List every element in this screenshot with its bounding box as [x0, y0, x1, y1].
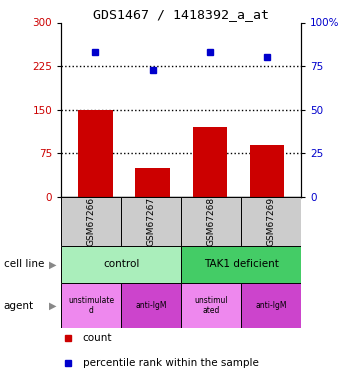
- Text: anti-IgM: anti-IgM: [255, 301, 287, 310]
- Bar: [241, 283, 301, 328]
- Text: TAK1 deficient: TAK1 deficient: [204, 260, 279, 269]
- Bar: [61, 197, 121, 246]
- Text: anti-IgM: anti-IgM: [135, 301, 167, 310]
- Bar: [241, 197, 301, 246]
- Text: ▶: ▶: [49, 260, 56, 269]
- Text: percentile rank within the sample: percentile rank within the sample: [83, 358, 259, 368]
- Bar: [181, 246, 301, 283]
- Text: GSM67266: GSM67266: [87, 196, 96, 246]
- Text: unstimulate
d: unstimulate d: [68, 296, 114, 315]
- Text: control: control: [103, 260, 139, 269]
- Text: GSM67267: GSM67267: [147, 196, 156, 246]
- Text: cell line: cell line: [4, 260, 44, 269]
- Text: GSM67268: GSM67268: [206, 196, 216, 246]
- Text: ▶: ▶: [49, 301, 56, 310]
- Bar: [193, 127, 227, 197]
- Bar: [121, 197, 181, 246]
- Bar: [61, 246, 181, 283]
- Text: unstimul
ated: unstimul ated: [194, 296, 228, 315]
- Bar: [135, 168, 170, 197]
- Bar: [181, 197, 241, 246]
- Title: GDS1467 / 1418392_a_at: GDS1467 / 1418392_a_at: [93, 8, 269, 21]
- Bar: [250, 145, 284, 197]
- Bar: [61, 283, 121, 328]
- Bar: [121, 283, 181, 328]
- Text: agent: agent: [4, 301, 34, 310]
- Bar: [78, 110, 113, 197]
- Text: GSM67269: GSM67269: [267, 196, 275, 246]
- Bar: [181, 283, 241, 328]
- Text: count: count: [83, 333, 112, 343]
